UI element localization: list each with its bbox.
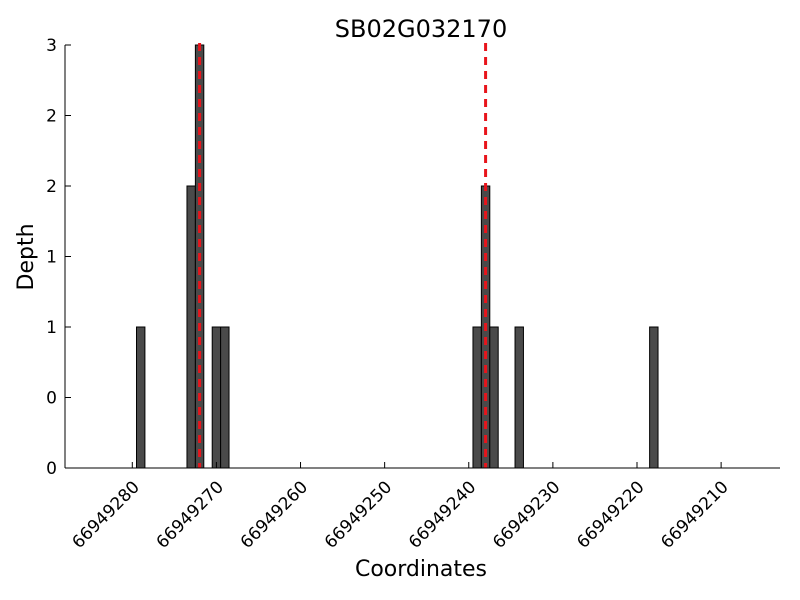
x-tick-label: 66949260: [237, 477, 312, 552]
markers-group: [198, 43, 488, 468]
bar-66949237: [489, 326, 499, 469]
bars-group: [136, 44, 659, 469]
x-tick-label: 66949240: [405, 477, 480, 552]
y-tick-label: 2: [46, 177, 57, 197]
bar-66949234: [514, 326, 524, 469]
bar-66949218: [649, 326, 659, 469]
bar-66949270: [211, 326, 222, 469]
bar-66949239: [472, 326, 482, 469]
x-tick-label: 66949250: [321, 477, 396, 552]
x-axis-title: Coordinates: [355, 557, 487, 582]
x-tick-label: 66949210: [657, 477, 732, 552]
y-tick-label: 0: [46, 459, 57, 479]
x-tick-label: 66949270: [153, 477, 228, 552]
chart-title: SB02G032170: [335, 15, 507, 43]
y-axis-title: Depth: [14, 223, 39, 290]
x-tick-label: 66949280: [69, 477, 144, 552]
bar-66949279: [136, 326, 146, 469]
bar-66949273: [186, 185, 196, 469]
x-tick-label: 66949230: [489, 477, 564, 552]
y-tick-label: 0: [46, 389, 57, 409]
y-tick-label: 3: [46, 36, 57, 56]
bar-66949269: [220, 326, 230, 469]
x-tick-label: 66949220: [573, 477, 648, 552]
y-tick-label: 1: [46, 318, 57, 338]
y-tick-label: 2: [46, 107, 57, 127]
y-tick-label: 1: [46, 248, 57, 268]
